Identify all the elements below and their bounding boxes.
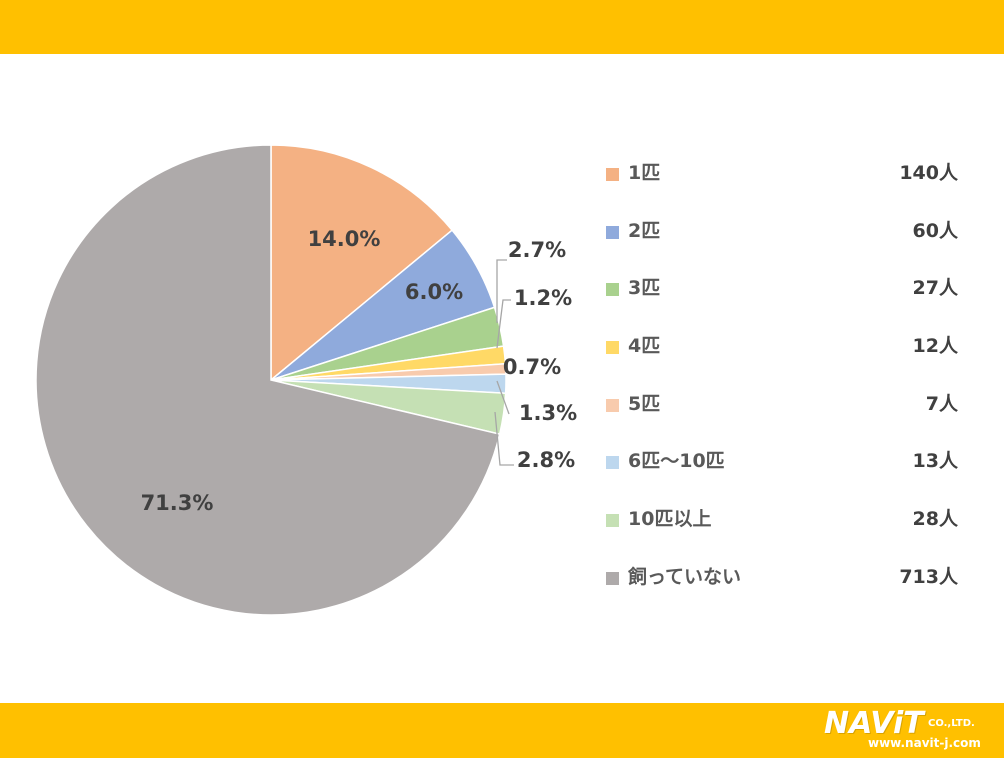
legend-label: 1匹 [628, 162, 661, 184]
top-banner [0, 0, 1004, 54]
slice-percent-label: 1.2% [514, 286, 572, 310]
slice-percent-label: 1.3% [519, 401, 577, 425]
legend-item: 4匹 12人 [606, 329, 966, 387]
legend-item: 5匹 7人 [606, 387, 966, 445]
legend-label: 5匹 [628, 392, 661, 415]
slice-percent-label: 14.0% [308, 227, 381, 251]
leader-line [496, 259, 507, 323]
chart-legend: 1匹 140人 2匹 60人 3匹 27人 4匹 12人 5匹 7人 6匹〜10匹 13人 10匹以上 2… [606, 156, 966, 618]
legend-label: 6匹〜10匹 [628, 450, 725, 473]
legend-count: 7人 [925, 392, 958, 415]
legend-label: 3匹 [628, 277, 661, 300]
leader-line [494, 411, 514, 466]
legend-count: 13人 [912, 450, 958, 473]
legend-label: 10匹以上 [628, 508, 712, 531]
logo-suffix: CO.,LTD. [928, 718, 975, 729]
legend-item: 6匹〜10匹 13人 [606, 444, 966, 502]
legend-swatch [606, 456, 619, 470]
legend-item: 2匹 60人 [606, 214, 966, 272]
legend-item: 1匹 140人 [606, 156, 966, 214]
legend-count: 713人 [899, 565, 958, 588]
legend-item: 3匹 27人 [606, 271, 966, 329]
slice-percent-label: 71.3% [141, 491, 214, 515]
legend-swatch [606, 225, 619, 239]
logo-wordmark: NAViT [824, 706, 924, 741]
legend-count: 140人 [899, 162, 958, 184]
legend-label: 2匹 [628, 219, 661, 242]
logo-url: www.navit-j.com [868, 736, 981, 750]
leader-line [496, 299, 511, 349]
legend-swatch [606, 398, 619, 412]
leader-line [496, 380, 510, 415]
bottom-banner [0, 703, 1004, 758]
company-logo: NAViT CO.,LTD. www.navit-j.com [824, 706, 994, 754]
slice-percent-label: 0.7% [503, 355, 561, 379]
legend-swatch [606, 283, 619, 297]
slice-percent-label: 2.8% [517, 448, 575, 472]
legend-swatch [606, 571, 619, 585]
legend-label: 4匹 [628, 335, 661, 358]
legend-swatch [606, 168, 619, 181]
legend-count: 60人 [912, 219, 958, 242]
slice-percent-label: 2.7% [508, 238, 566, 262]
legend-item: 飼っていない 713人 [606, 560, 966, 618]
legend-swatch [606, 341, 619, 355]
pie-slice [270, 144, 454, 382]
legend-item: 10匹以上 28人 [606, 502, 966, 560]
legend-count: 12人 [912, 335, 958, 358]
legend-label: 飼っていない [628, 565, 742, 588]
legend-count: 28人 [912, 508, 958, 531]
legend-count: 27人 [912, 277, 958, 300]
legend-swatch [606, 514, 619, 528]
pie-slice [35, 144, 501, 616]
slice-percent-label: 6.0% [405, 280, 463, 304]
